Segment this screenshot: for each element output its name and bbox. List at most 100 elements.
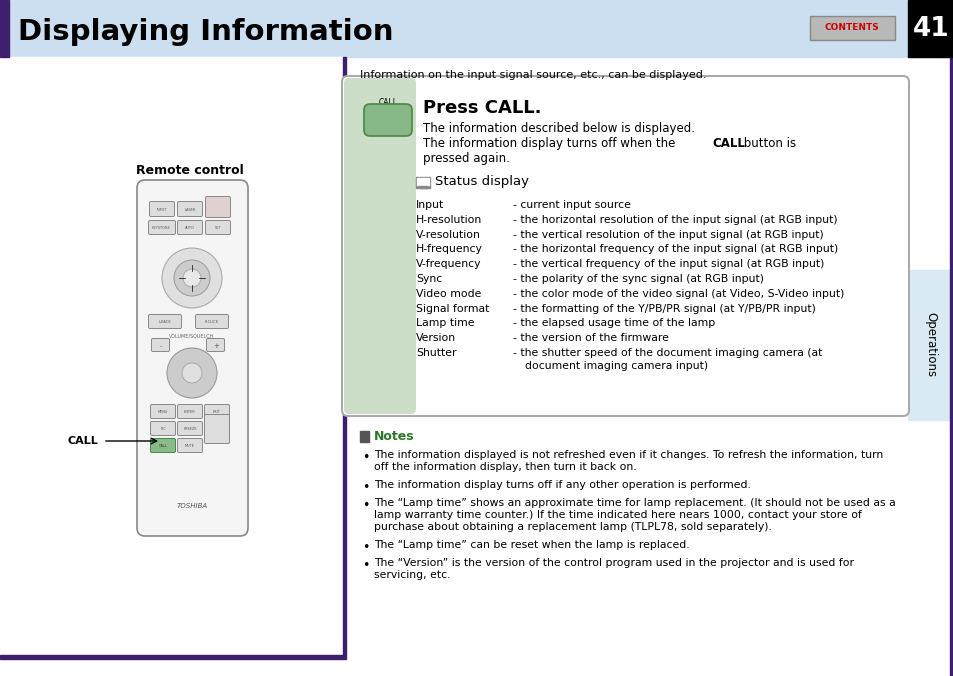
FancyBboxPatch shape	[195, 314, 229, 329]
Text: servicing, etc.: servicing, etc.	[374, 570, 450, 580]
Text: Information on the input signal source, etc., can be displayed.: Information on the input signal source, …	[359, 70, 706, 80]
Text: - the shutter speed of the document imaging camera (at: - the shutter speed of the document imag…	[513, 348, 821, 358]
Text: PIC: PIC	[160, 427, 166, 431]
FancyBboxPatch shape	[364, 104, 412, 136]
FancyBboxPatch shape	[152, 339, 170, 352]
Text: Remote control: Remote control	[136, 164, 244, 176]
Text: Input: Input	[416, 200, 444, 210]
Bar	[343, 57, 346, 655]
Bar	[377, 83, 412, 409]
Text: document imaging camera input): document imaging camera input)	[524, 361, 707, 371]
Bar	[0, 0, 9, 57]
Text: •: •	[361, 451, 369, 464]
FancyBboxPatch shape	[177, 422, 202, 435]
Text: The “Lamp time” can be reset when the lamp is replaced.: The “Lamp time” can be reset when the la…	[374, 540, 689, 550]
Text: - the horizontal frequency of the input signal (at RGB input): - the horizontal frequency of the input …	[513, 245, 838, 254]
FancyBboxPatch shape	[206, 339, 224, 352]
Bar	[416, 178, 429, 185]
FancyBboxPatch shape	[344, 78, 416, 414]
Text: Video mode: Video mode	[416, 289, 481, 299]
Text: Version: Version	[416, 333, 456, 343]
Text: KEYSTONE: KEYSTONE	[152, 226, 171, 230]
Text: - the vertical resolution of the input signal (at RGB input): - the vertical resolution of the input s…	[513, 230, 822, 239]
Text: V-frequency: V-frequency	[416, 259, 481, 269]
Bar	[0, 655, 346, 659]
FancyBboxPatch shape	[204, 414, 230, 443]
Text: The information displayed is not refreshed even if it changes. To refresh the in: The information displayed is not refresh…	[374, 450, 882, 460]
FancyBboxPatch shape	[151, 422, 175, 435]
Text: MENU: MENU	[157, 410, 168, 414]
FancyBboxPatch shape	[177, 201, 202, 216]
Text: off the information display, then turn it back on.: off the information display, then turn i…	[374, 462, 636, 473]
Text: Press CALL.: Press CALL.	[422, 99, 541, 117]
Bar	[907, 270, 953, 420]
FancyBboxPatch shape	[341, 76, 908, 416]
Bar	[418, 186, 427, 188]
Bar	[0, 0, 953, 57]
Text: CONTENTS: CONTENTS	[823, 24, 879, 32]
Text: H-frequency: H-frequency	[416, 245, 482, 254]
Text: ENTER: ENTER	[184, 410, 195, 414]
Text: - the elapsed usage time of the lamp: - the elapsed usage time of the lamp	[513, 318, 715, 329]
Circle shape	[167, 348, 216, 398]
Text: Signal format: Signal format	[416, 304, 489, 314]
Circle shape	[162, 248, 222, 308]
Circle shape	[173, 260, 210, 296]
Text: CALL: CALL	[711, 137, 744, 150]
Text: purchase about obtaining a replacement lamp (TLPL78, sold separately).: purchase about obtaining a replacement l…	[374, 523, 771, 533]
FancyBboxPatch shape	[177, 220, 202, 235]
FancyBboxPatch shape	[150, 201, 174, 216]
Text: The “Version” is the version of the control program used in the projector and is: The “Version” is the version of the cont…	[374, 558, 853, 567]
Text: The information display turns off if any other operation is performed.: The information display turns off if any…	[374, 480, 750, 490]
Text: AUTO: AUTO	[185, 226, 194, 230]
FancyBboxPatch shape	[809, 16, 894, 40]
Text: - the vertical frequency of the input signal (at RGB input): - the vertical frequency of the input si…	[513, 259, 823, 269]
FancyBboxPatch shape	[205, 197, 231, 218]
FancyBboxPatch shape	[177, 404, 202, 418]
Bar	[0, 57, 346, 676]
Text: Lamp time: Lamp time	[416, 318, 474, 329]
Text: - the version of the firmware: - the version of the firmware	[513, 333, 668, 343]
Bar	[359, 431, 369, 442]
Text: EXIT: EXIT	[213, 410, 221, 414]
Text: •: •	[361, 481, 369, 494]
Text: CALL: CALL	[67, 436, 98, 446]
Text: 41: 41	[912, 16, 948, 42]
Text: Displaying Information: Displaying Information	[18, 18, 393, 46]
Text: - current input source: - current input source	[513, 200, 630, 210]
Text: H-resolution: H-resolution	[416, 215, 482, 225]
Text: Operations: Operations	[923, 312, 937, 378]
Text: CALL: CALL	[158, 444, 168, 448]
Text: lamp warranty time counter.) If the time indicated here nears 1000, contact your: lamp warranty time counter.) If the time…	[374, 510, 861, 520]
FancyBboxPatch shape	[137, 180, 248, 536]
Text: The information described below is displayed.: The information described below is displ…	[422, 122, 695, 135]
FancyBboxPatch shape	[177, 439, 202, 452]
Text: VOLUME/SQUELCH: VOLUME/SQUELCH	[169, 333, 214, 339]
Text: - the color mode of the video signal (at Video, S-Video input): - the color mode of the video signal (at…	[513, 289, 843, 299]
Text: FREEZE: FREEZE	[183, 427, 196, 431]
Text: V-resolution: V-resolution	[416, 230, 480, 239]
Text: R-CLICK: R-CLICK	[205, 320, 219, 324]
Text: Shutter: Shutter	[416, 348, 456, 358]
FancyBboxPatch shape	[151, 404, 175, 418]
Text: - the polarity of the sync signal (at RGB input): - the polarity of the sync signal (at RG…	[513, 274, 763, 284]
Text: - the formatting of the Y/PB/PR signal (at Y/PB/PR input): - the formatting of the Y/PB/PR signal (…	[513, 304, 815, 314]
Text: •: •	[361, 558, 369, 571]
Text: INPUT: INPUT	[156, 208, 167, 212]
FancyBboxPatch shape	[204, 404, 230, 418]
FancyBboxPatch shape	[149, 220, 175, 235]
Text: button is: button is	[740, 137, 796, 150]
FancyBboxPatch shape	[151, 439, 175, 452]
Text: Status display: Status display	[435, 176, 529, 189]
Text: The information display turns off when the: The information display turns off when t…	[422, 137, 679, 150]
Text: Notes: Notes	[374, 429, 415, 443]
Circle shape	[183, 269, 201, 287]
FancyBboxPatch shape	[149, 314, 181, 329]
Text: +: +	[213, 343, 218, 349]
Text: MUTE: MUTE	[185, 444, 194, 448]
Text: LASER: LASER	[184, 208, 195, 212]
FancyBboxPatch shape	[205, 220, 231, 235]
Text: CALL: CALL	[378, 98, 397, 107]
Text: - the horizontal resolution of the input signal (at RGB input): - the horizontal resolution of the input…	[513, 215, 837, 225]
Text: SET: SET	[214, 226, 221, 230]
